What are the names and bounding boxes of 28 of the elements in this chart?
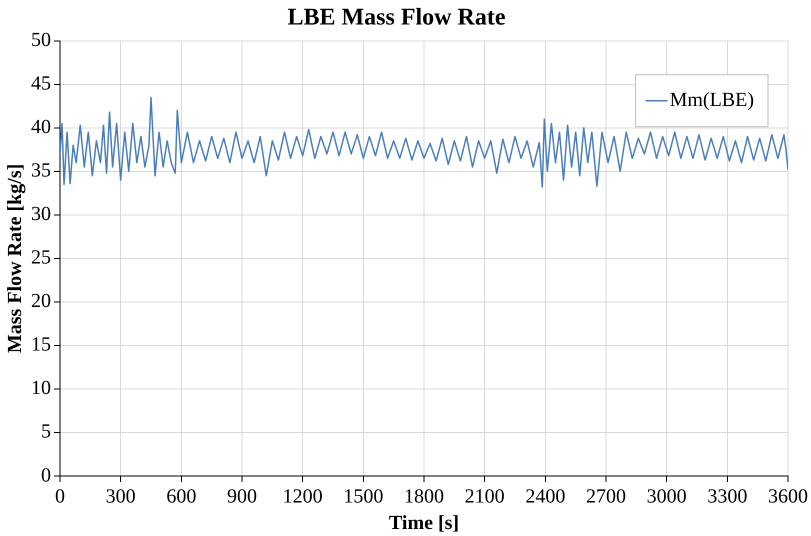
chart-title: LBE Mass Flow Rate xyxy=(288,4,506,31)
x-axis-title: Time [s] xyxy=(388,512,460,534)
x-tick-label: 300 xyxy=(106,485,136,508)
y-tick-label: 25 xyxy=(31,246,51,269)
x-tick-label: 2100 xyxy=(464,485,505,508)
x-tick-label: 3300 xyxy=(707,485,748,508)
x-tick-label: 1200 xyxy=(282,485,323,508)
y-axis-title: Mass Flow Rate [kg/s] xyxy=(4,164,26,354)
x-tick-label: 900 xyxy=(227,485,257,508)
x-tick-label: 1500 xyxy=(343,485,384,508)
x-tick-label: 2400 xyxy=(525,485,566,508)
x-tick-label: 0 xyxy=(55,485,65,508)
y-tick-label: 50 xyxy=(31,29,51,52)
y-tick-label: 5 xyxy=(41,420,51,443)
y-tick-label: 10 xyxy=(31,377,51,400)
y-tick-label: 15 xyxy=(31,334,51,356)
y-tick-label: 20 xyxy=(31,290,51,312)
y-tick-label: 0 xyxy=(41,464,51,486)
y-tick-label: 35 xyxy=(31,160,51,182)
legend-label: Mm(LBE) xyxy=(670,89,754,112)
y-tick-label: 40 xyxy=(31,116,51,138)
x-tick-label: 600 xyxy=(166,485,196,508)
x-tick-label: 2700 xyxy=(586,485,626,508)
x-tick-label: 3000 xyxy=(646,485,687,508)
y-tick-label: 45 xyxy=(31,72,51,95)
y-tick-label: 30 xyxy=(31,203,51,226)
x-tick-label: 3600 xyxy=(768,485,808,508)
x-tick-label: 1800 xyxy=(404,485,444,508)
